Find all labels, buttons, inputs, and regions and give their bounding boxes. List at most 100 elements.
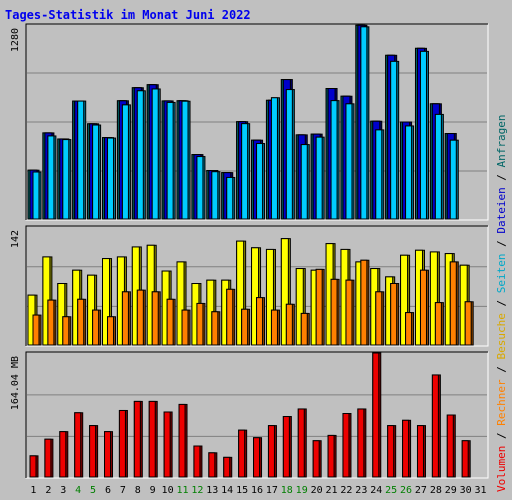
- x-tick-label-day-10: 10: [162, 485, 174, 496]
- bar-face: [387, 425, 395, 478]
- bar-face: [431, 374, 439, 478]
- bar-face: [429, 251, 438, 346]
- bar-rechner-day-22: [345, 279, 355, 346]
- bar-face: [92, 309, 100, 346]
- bar-volumen-day-4: [74, 412, 84, 478]
- bar-face: [102, 258, 111, 346]
- bar-face: [449, 261, 457, 346]
- bar-face: [238, 429, 246, 478]
- bar-rechner-day-14: [226, 288, 236, 346]
- bar-volumen-day-19: [297, 408, 307, 478]
- bar-volumen-day-17: [267, 425, 277, 478]
- bar-volumen-day-21: [327, 434, 337, 478]
- bar-seiten-day-9: [151, 88, 161, 220]
- bar-face: [77, 100, 85, 220]
- bar-face: [256, 143, 264, 220]
- bar-face: [236, 240, 245, 346]
- bar-face: [390, 60, 398, 220]
- bar-seiten-day-7: [121, 104, 131, 220]
- legend-item-anfragen: Anfragen: [495, 114, 508, 167]
- bar-seiten-day-11: [181, 100, 191, 220]
- bar-rechner-day-29: [449, 261, 459, 346]
- bar-face: [270, 309, 278, 346]
- legend-item-volumen: Volumen: [495, 446, 508, 492]
- bar-face: [226, 176, 234, 220]
- bar-face: [118, 409, 126, 478]
- bar-seiten-day-17: [270, 97, 280, 220]
- bar-volumen-day-18: [282, 416, 292, 478]
- x-tick-label-day-9: 9: [150, 485, 156, 496]
- bar-face: [181, 100, 189, 220]
- legend-separator: /: [495, 426, 508, 446]
- legend-item-rechner: Rechner: [495, 379, 508, 426]
- bar-face: [330, 100, 338, 220]
- bar-face: [285, 89, 293, 220]
- bar-rechner-day-30: [464, 301, 474, 346]
- bar-volumen-day-12: [193, 445, 203, 478]
- bar-face: [136, 90, 144, 220]
- bar-face: [208, 452, 216, 478]
- bar-seiten-day-16: [256, 143, 266, 220]
- bar-seiten-day-4: [77, 100, 87, 220]
- bar-face: [92, 124, 100, 220]
- bar-face: [434, 302, 442, 346]
- bar-face: [405, 312, 413, 346]
- bar-rechner-day-8: [136, 289, 146, 346]
- bar-face: [166, 101, 174, 220]
- x-tick-label-day-11: 11: [176, 485, 188, 496]
- bar-seiten-day-8: [136, 90, 146, 220]
- bar-rechner-day-10: [166, 298, 176, 346]
- bar-face: [107, 316, 115, 346]
- x-tick-label-day-2: 2: [45, 485, 51, 496]
- bar-rechner-day-12: [196, 302, 206, 346]
- bar-face: [375, 129, 383, 220]
- x-tick-label-day-24: 24: [370, 485, 382, 496]
- bar-seiten-day-28: [434, 113, 444, 220]
- panel-frame-edge: [25, 23, 488, 220]
- bar-face: [315, 136, 323, 220]
- bar-face: [133, 400, 141, 478]
- x-tick-label-day-15: 15: [236, 485, 248, 496]
- bar-face: [253, 437, 261, 478]
- bar-face: [282, 416, 290, 478]
- bar-volumen-day-26: [402, 419, 412, 478]
- bar-face: [241, 308, 249, 346]
- bar-volumen-day-25: [387, 425, 397, 478]
- bar-face: [375, 291, 383, 346]
- bar-seiten-day-29: [449, 139, 459, 220]
- bar-rechner-day-9: [151, 291, 161, 346]
- x-tick-label-day-14: 14: [221, 485, 233, 496]
- bar-rechner-day-25: [390, 283, 400, 346]
- x-tick-label-day-3: 3: [60, 485, 66, 496]
- bar-rechner-day-11: [181, 309, 191, 346]
- panel-bottom-ylabel: 164.04 MB: [10, 356, 21, 410]
- bar-seiten-day-19: [300, 144, 310, 220]
- bar-volumen-day-24: [372, 352, 382, 478]
- bar-face: [77, 298, 85, 346]
- bar-face: [223, 456, 231, 478]
- bar-rechner-day-7: [121, 291, 131, 346]
- bar-rechner-day-26: [405, 312, 415, 346]
- bar-volumen-day-3: [59, 431, 69, 478]
- bar-seiten-day-13: [211, 171, 221, 220]
- bar-volumen-day-15: [238, 429, 248, 478]
- bar-face: [74, 412, 82, 478]
- panel-top-ylabel: 1280: [10, 28, 21, 52]
- x-tick-label-day-8: 8: [135, 485, 141, 496]
- legend-separator: /: [495, 360, 508, 380]
- legend-item-dateien: Dateien: [495, 187, 508, 233]
- x-tick-label-day-31: 31: [475, 485, 487, 496]
- bar-seiten-day-26: [405, 125, 415, 220]
- bar-face: [360, 259, 368, 346]
- bar-face: [267, 425, 275, 478]
- x-tick-label-day-25: 25: [385, 485, 397, 496]
- bar-volumen-day-23: [357, 408, 367, 478]
- bar-seiten-day-1: [32, 171, 42, 220]
- x-tick-label-day-26: 26: [400, 485, 412, 496]
- bar-seiten-day-23: [360, 26, 370, 220]
- bar-face: [300, 144, 308, 220]
- bar-face: [193, 445, 201, 478]
- bar-face: [211, 311, 219, 346]
- bar-rechner-day-17: [270, 309, 280, 346]
- chart-title: Tages-Statistik im Monat Juni 2022: [5, 8, 251, 22]
